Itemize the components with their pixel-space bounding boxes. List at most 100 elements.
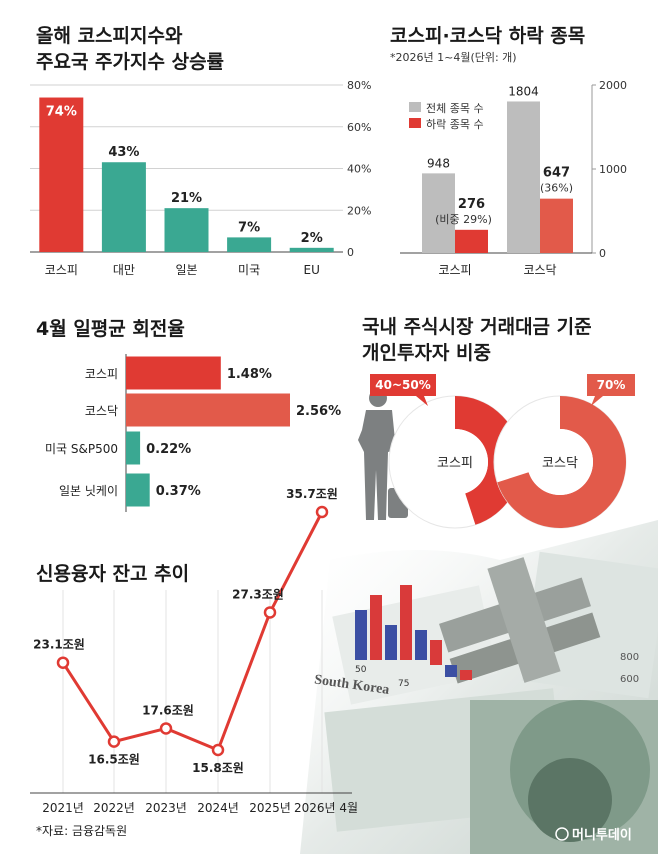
y-tick-label: 코스피 <box>85 367 118 381</box>
bar <box>289 247 334 252</box>
data-label: 35.7조원 <box>286 487 338 501</box>
data-label: 7% <box>238 220 260 235</box>
legend-label: 전체 종목 수 <box>426 102 484 115</box>
x-tick-label: 코스닥 <box>523 263 556 277</box>
chart-turnover: 4월 일평균 회전율 코스피 1.48% 코스닥 2.56% 미국 S&P500 0.22… <box>36 318 341 512</box>
donut-hole <box>527 429 593 495</box>
bar <box>126 431 141 465</box>
chart-index-growth: 올해 코스피지수와 주요국 주가지수 상승률 0 20% 40% 60% 80% 74% 코… <box>30 25 371 277</box>
data-label: 23.1조원 <box>33 638 85 652</box>
data-label: 0.37% <box>156 484 201 499</box>
y-tick-label: 미국 S&P500 <box>45 442 118 456</box>
data-point <box>263 606 277 619</box>
chart-title: 올해 코스피지수와 <box>36 25 183 47</box>
legend-label: 하락 종목 수 <box>426 117 484 131</box>
data-label: 948 <box>427 156 450 170</box>
data-label: 21% <box>171 191 202 206</box>
bar <box>540 198 573 253</box>
data-label: 70% <box>597 378 626 392</box>
data-label: 0.22% <box>146 442 191 457</box>
legend-swatch <box>409 118 421 128</box>
series-line <box>61 511 324 752</box>
callout-box <box>587 374 635 396</box>
data-label: 15.8조원 <box>192 761 244 775</box>
mini-bar-chart-icon <box>355 585 472 680</box>
bar <box>164 208 209 252</box>
bar <box>39 97 84 253</box>
data-point <box>56 656 70 669</box>
x-tick-label: 코스피 <box>45 263 78 277</box>
bar <box>126 473 150 507</box>
data-label: 2% <box>301 231 323 246</box>
callout-pointer <box>591 396 603 406</box>
puzzle-illustration: 50 75 South Korea 800 600 <box>300 520 658 854</box>
bar <box>126 393 290 427</box>
chart-title: 신용융자 잔고 추이 <box>36 563 189 585</box>
legend-swatch <box>409 102 421 112</box>
x-tick-label: 2023년 <box>145 801 187 815</box>
chart-title: 4월 일평균 회전율 <box>36 318 185 340</box>
chart-margin-loans: 신용융자 잔고 추이 23.1조원 2021년 16.5조원 2022년 17.6조원 2… <box>30 487 358 815</box>
data-label: 16.5조원 <box>88 753 140 767</box>
callout-pointer <box>416 396 428 406</box>
data-label: 17.6조원 <box>142 703 194 717</box>
x-tick-label: 대만 <box>113 263 135 277</box>
y-tick-label: 0 <box>599 247 606 260</box>
y-tick-label: 2000 <box>599 79 627 92</box>
x-tick-label: 2026년 4월 <box>294 801 358 815</box>
bar <box>227 237 272 252</box>
data-label: 40~50% <box>375 378 430 392</box>
data-point <box>107 735 121 748</box>
data-point <box>315 505 329 519</box>
x-tick-label: 미국 <box>238 263 260 277</box>
bar <box>507 101 540 254</box>
y-tick-label: 80% <box>347 79 371 92</box>
bar <box>455 229 488 253</box>
x-tick-label: 2022년 <box>93 801 135 815</box>
chart-title: 주요국 주가지수 상승률 <box>36 51 224 73</box>
x-tick-label: 2025년 <box>249 801 291 815</box>
y-tick-label: 40% <box>347 163 371 176</box>
donut-label: 코스닥 <box>542 456 578 471</box>
data-note: (36%) <box>540 182 573 195</box>
y-tick-label: 60% <box>347 121 371 134</box>
x-tick-label: 일본 <box>175 263 197 277</box>
data-label: 27.3조원 <box>232 587 284 601</box>
chart-title: 국내 주식시장 거래대금 기준 <box>362 316 592 338</box>
y-tick-label: 20% <box>347 204 371 217</box>
won-sign-icon <box>439 557 601 684</box>
donut-hole <box>422 429 488 495</box>
chart-declining-stocks: 코스피·코스닥 하락 종목 *2026년 1~4월(단위: 개) 전체 종목 수… <box>390 25 627 277</box>
bar <box>101 162 146 252</box>
illustration-axis-label: 75 <box>398 679 409 689</box>
y-tick-label: 일본 닛케이 <box>59 484 118 498</box>
data-label: 2.56% <box>296 404 341 419</box>
data-note: (비중 29%) <box>435 213 492 226</box>
donut-label: 코스피 <box>437 456 473 471</box>
data-point <box>159 722 173 735</box>
bar <box>126 356 221 390</box>
y-tick-label: 코스닥 <box>85 404 118 418</box>
chart-title: 개인투자자 비중 <box>362 342 491 364</box>
callout-box <box>370 374 436 396</box>
x-tick-label: 2024년 <box>197 801 239 815</box>
x-tick-label: EU <box>304 263 320 277</box>
svg-text:머니투데이: 머니투데이 <box>572 827 632 843</box>
illustration-note-label: 600 <box>620 674 639 685</box>
chart-title: 코스피·코스닥 하락 종목 <box>390 25 585 47</box>
donut-slice <box>497 396 626 528</box>
data-label: 74% <box>46 105 77 120</box>
x-tick-label: 코스피 <box>438 263 471 277</box>
y-tick-label: 0 <box>347 246 354 259</box>
illustration-note-label: 800 <box>620 652 639 663</box>
data-label: 276 <box>458 197 485 212</box>
chart-subtitle: *2026년 1~4월(단위: 개) <box>390 51 517 64</box>
data-label: 1.48% <box>227 367 272 382</box>
data-label: 1804 <box>508 84 539 98</box>
bar <box>422 173 455 253</box>
data-label: 43% <box>108 145 139 160</box>
chart-retail-share: 국내 주식시장 거래대금 기준 개인투자자 비중 코스피 코스닥 40~50% 70% <box>358 316 635 529</box>
watermark: 머니투데이 <box>555 827 632 843</box>
